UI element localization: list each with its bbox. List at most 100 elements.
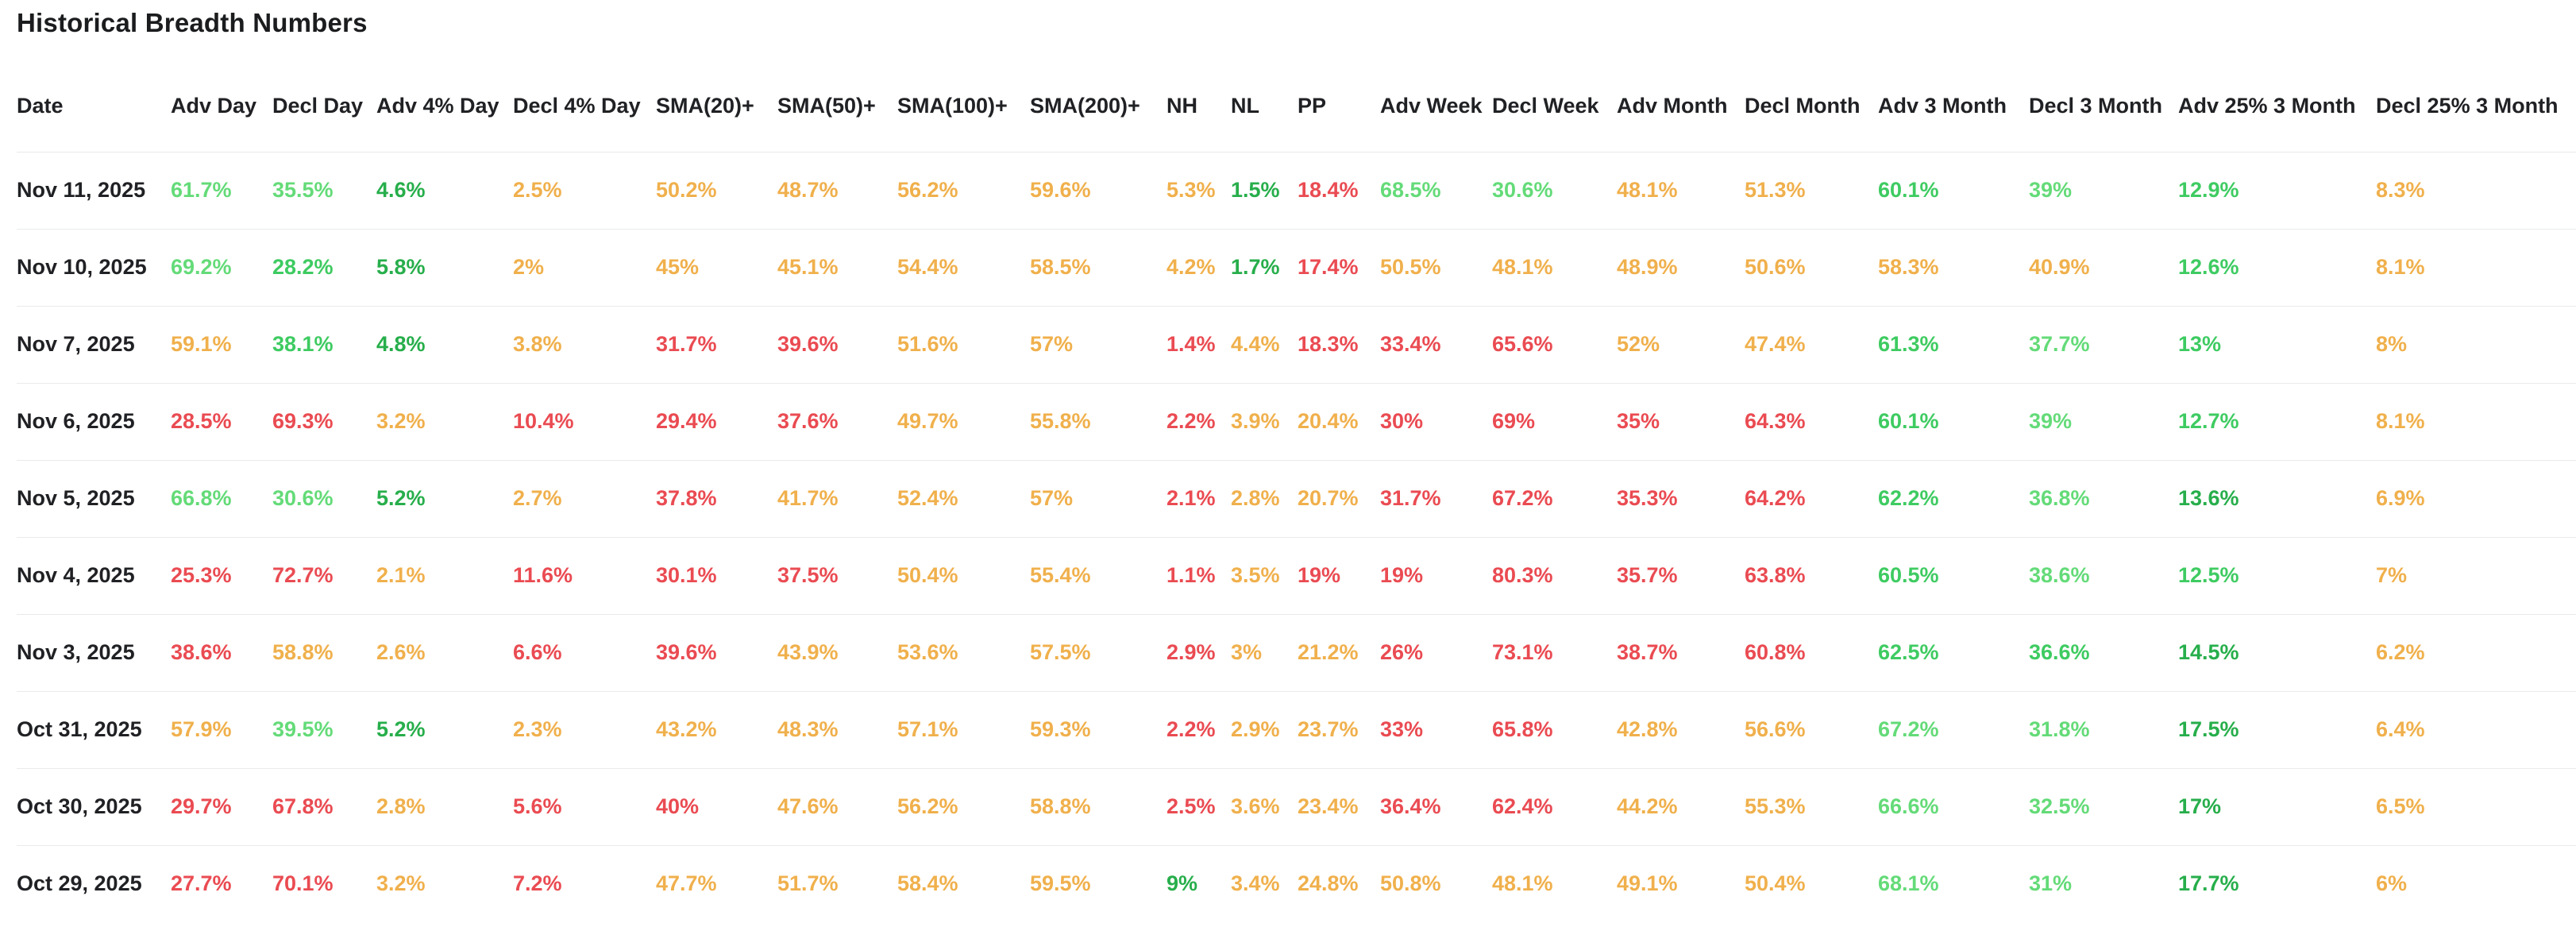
value-cell-sma-50: 39.6%	[777, 332, 839, 356]
value-cell-adv-day: 29.7%	[171, 794, 232, 818]
value-cell-adv-month: 38.7%	[1617, 640, 1678, 664]
page-title: Historical Breadth Numbers	[17, 8, 368, 37]
value-cell-adv-3-month: 68.1%	[1878, 871, 1939, 896]
value-cell-adv-week: 26%	[1380, 640, 1424, 664]
value-cell-adv-3-month: 62.5%	[1878, 640, 1939, 664]
value-cell-decl-day: 35.5%	[272, 178, 334, 202]
column-header-decl-day: Decl Day	[272, 93, 364, 118]
value-cell-nh: 1.4%	[1167, 332, 1216, 356]
value-cell-sma-200: 55.8%	[1030, 409, 1091, 433]
value-cell-nl: 3.9%	[1231, 409, 1280, 433]
value-cell-adv-3-month: 61.3%	[1878, 332, 1939, 356]
value-cell-nh: 5.3%	[1167, 178, 1216, 202]
value-cell-adv-4-day: 5.2%	[376, 717, 426, 741]
value-cell-sma-20: 47.7%	[656, 871, 717, 896]
value-cell-pp: 23.4%	[1298, 794, 1359, 818]
value-cell-sma-20: 29.4%	[656, 409, 717, 433]
value-cell-adv-day: 66.8%	[171, 486, 232, 510]
value-cell-adv-day: 38.6%	[171, 640, 232, 664]
value-cell-adv-3-month: 60.1%	[1878, 178, 1939, 202]
value-cell-sma-200: 59.6%	[1030, 178, 1091, 202]
value-cell-adv-3-month: 58.3%	[1878, 255, 1939, 279]
value-cell-sma-200: 55.4%	[1030, 563, 1091, 587]
value-cell-decl-4-day: 2.3%	[513, 717, 562, 741]
value-cell-pp: 18.3%	[1298, 332, 1359, 356]
value-cell-decl-day: 28.2%	[272, 255, 334, 279]
value-cell-adv-month: 44.2%	[1617, 794, 1678, 818]
value-cell-sma-20: 43.2%	[656, 717, 717, 741]
table-header-row: Date Adv Day Decl Day Adv 4% Day Decl 4% Day…	[17, 38, 2576, 152]
value-cell-sma-200: 59.3%	[1030, 717, 1091, 741]
value-cell-adv-3-month: 66.6%	[1878, 794, 1939, 818]
value-cell-decl-25-3-month: 6.5%	[2376, 794, 2425, 818]
value-cell-adv-25-3-month: 17%	[2178, 794, 2222, 818]
value-cell-decl-3-month: 36.6%	[2029, 640, 2090, 664]
value-cell-decl-25-3-month: 6.9%	[2376, 486, 2425, 510]
column-header-pp: PP	[1298, 93, 1327, 118]
table-row: Oct 31, 2025 57.9% 39.5% 5.2% 2.3% 43.2% 48.3%…	[17, 691, 2576, 768]
value-cell-sma-200: 57%	[1030, 486, 1074, 510]
value-cell-sma-20: 39.6%	[656, 640, 717, 664]
value-cell-decl-day: 67.8%	[272, 794, 334, 818]
value-cell-decl-day: 69.3%	[272, 409, 334, 433]
value-cell-adv-week: 36.4%	[1380, 794, 1441, 818]
value-cell-nl: 2.8%	[1231, 486, 1280, 510]
value-cell-adv-day: 61.7%	[171, 178, 232, 202]
date-cell: Nov 10, 2025	[17, 255, 147, 279]
value-cell-adv-month: 35.7%	[1617, 563, 1678, 587]
value-cell-nh: 2.2%	[1167, 409, 1216, 433]
value-cell-adv-25-3-month: 14.5%	[2178, 640, 2239, 664]
value-cell-decl-3-month: 39%	[2029, 409, 2073, 433]
value-cell-sma-100: 52.4%	[897, 486, 958, 510]
column-header-adv-day: Adv Day	[171, 93, 257, 118]
value-cell-pp: 18.4%	[1298, 178, 1359, 202]
value-cell-decl-3-month: 38.6%	[2029, 563, 2090, 587]
value-cell-decl-week: 69%	[1492, 409, 1536, 433]
value-cell-pp: 21.2%	[1298, 640, 1359, 664]
value-cell-pp: 24.8%	[1298, 871, 1359, 896]
value-cell-pp: 20.4%	[1298, 409, 1359, 433]
value-cell-nl: 2.9%	[1231, 717, 1280, 741]
column-header-decl-week: Decl Week	[1492, 93, 1599, 118]
value-cell-sma-20: 50.2%	[656, 178, 717, 202]
date-cell: Oct 31, 2025	[17, 717, 142, 741]
value-cell-decl-4-day: 5.6%	[513, 794, 562, 818]
value-cell-decl-3-month: 32.5%	[2029, 794, 2090, 818]
column-header-adv-3-month: Adv 3 Month	[1878, 93, 2007, 118]
value-cell-adv-25-3-month: 17.5%	[2178, 717, 2239, 741]
value-cell-adv-day: 25.3%	[171, 563, 232, 587]
value-cell-pp: 17.4%	[1298, 255, 1359, 279]
value-cell-sma-200: 59.5%	[1030, 871, 1091, 896]
value-cell-decl-25-3-month: 7%	[2376, 563, 2408, 587]
column-header-adv-week: Adv Week	[1380, 93, 1483, 118]
value-cell-sma-100: 57.1%	[897, 717, 958, 741]
value-cell-decl-day: 39.5%	[272, 717, 334, 741]
value-cell-adv-week: 19%	[1380, 563, 1424, 587]
value-cell-sma-200: 58.5%	[1030, 255, 1091, 279]
value-cell-sma-20: 31.7%	[656, 332, 717, 356]
value-cell-adv-25-3-month: 12.5%	[2178, 563, 2239, 587]
column-header-decl-25-3-month: Decl 25% 3 Month	[2376, 93, 2559, 118]
value-cell-decl-3-month: 39%	[2029, 178, 2073, 202]
value-cell-nh: 2.9%	[1167, 640, 1216, 664]
date-cell: Oct 29, 2025	[17, 871, 142, 896]
value-cell-decl-4-day: 2%	[513, 255, 545, 279]
value-cell-decl-month: 56.6%	[1745, 717, 1806, 741]
value-cell-adv-month: 42.8%	[1617, 717, 1678, 741]
date-cell: Oct 30, 2025	[17, 794, 142, 818]
column-header-sma-50: SMA(50)+	[777, 93, 876, 118]
column-header-nh: NH	[1167, 93, 1197, 118]
value-cell-adv-week: 50.5%	[1380, 255, 1441, 279]
value-cell-decl-3-month: 37.7%	[2029, 332, 2090, 356]
value-cell-adv-4-day: 4.8%	[376, 332, 426, 356]
value-cell-decl-month: 63.8%	[1745, 563, 1806, 587]
value-cell-sma-100: 56.2%	[897, 178, 958, 202]
value-cell-decl-week: 62.4%	[1492, 794, 1553, 818]
value-cell-nh: 2.1%	[1167, 486, 1216, 510]
column-header-adv-month: Adv Month	[1617, 93, 1728, 118]
value-cell-decl-week: 67.2%	[1492, 486, 1553, 510]
value-cell-adv-3-month: 60.5%	[1878, 563, 1939, 587]
value-cell-nh: 1.1%	[1167, 563, 1216, 587]
value-cell-adv-month: 35%	[1617, 409, 1660, 433]
value-cell-adv-month: 52%	[1617, 332, 1660, 356]
